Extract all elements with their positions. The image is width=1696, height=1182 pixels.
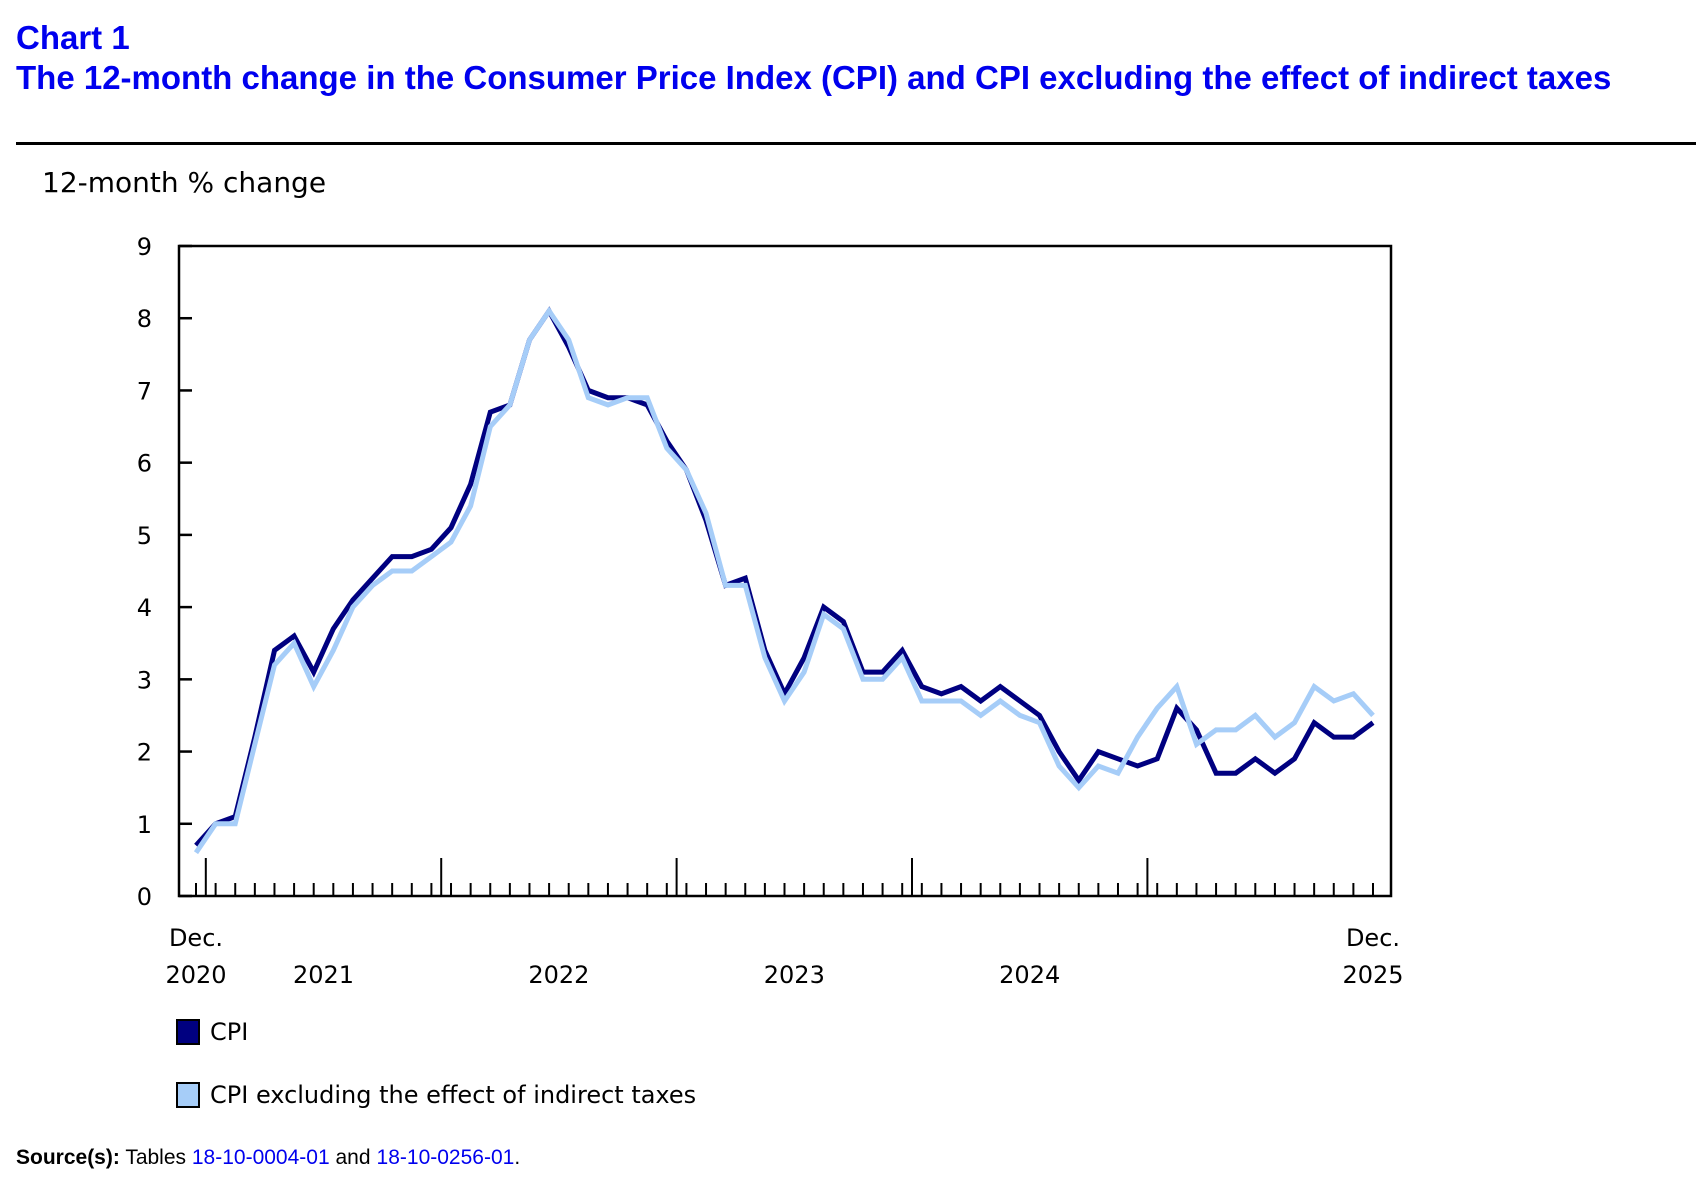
x-tick-label: 2025 xyxy=(1342,961,1403,989)
y-axis-title: 12-month % change xyxy=(42,166,327,199)
y-tick-label: 6 xyxy=(137,450,152,478)
x-tick-label: 2021 xyxy=(293,961,354,989)
chart-title: The 12-month change in the Consumer Pric… xyxy=(16,59,1612,96)
legend-label-cpi: CPI xyxy=(210,1018,249,1046)
y-tick-label: 3 xyxy=(137,666,152,694)
legend-item-cpi-excl: CPI excluding the effect of indirect tax… xyxy=(176,1081,696,1109)
y-tick-label: 4 xyxy=(137,594,152,622)
y-tick-label: 8 xyxy=(137,305,152,333)
x-tick-label-line1: Dec. xyxy=(1346,924,1400,952)
legend-swatch-cpi-excl xyxy=(176,1082,200,1108)
y-tick-label: 0 xyxy=(137,883,152,911)
series-line-cpi xyxy=(194,306,1375,848)
chart-number: Chart 1 xyxy=(16,19,130,56)
source-text: Tables xyxy=(125,1146,187,1169)
x-tick-label: 2023 xyxy=(764,961,825,989)
x-tick-label: 2020 xyxy=(165,961,226,989)
legend-label-cpi-excl: CPI excluding the effect of indirect tax… xyxy=(210,1081,697,1109)
y-tick-label: 9 xyxy=(137,233,152,261)
y-tick-label: 1 xyxy=(137,811,152,839)
source-link-table-2[interactable]: 18-10-0256-01 xyxy=(376,1146,515,1169)
y-tick-label: 5 xyxy=(137,522,152,550)
source-link-table-1[interactable]: 18-10-0004-01 xyxy=(191,1146,330,1169)
x-tick-label-line1: Dec. xyxy=(169,924,223,952)
y-tick-label: 2 xyxy=(137,739,152,767)
x-tick-label: 2024 xyxy=(999,961,1060,989)
title-divider xyxy=(16,142,1696,145)
source-text-end: . xyxy=(514,1146,521,1169)
source-note: Source(s): Tables 18-10-0004-01 and 18-10… xyxy=(16,1146,520,1170)
source-text-and: and xyxy=(335,1146,371,1169)
y-tick-label: 7 xyxy=(137,377,152,405)
chart-title-block: Chart 1 The 12-month change in the Consu… xyxy=(16,18,1686,98)
series-line-cpi-excl xyxy=(193,306,1375,855)
legend-item-cpi: CPI xyxy=(176,1018,248,1046)
source-label: Source(s): xyxy=(16,1146,120,1169)
plot-frame xyxy=(177,244,1393,898)
x-tick-label: 2022 xyxy=(528,961,589,989)
legend-swatch-cpi xyxy=(176,1019,200,1045)
